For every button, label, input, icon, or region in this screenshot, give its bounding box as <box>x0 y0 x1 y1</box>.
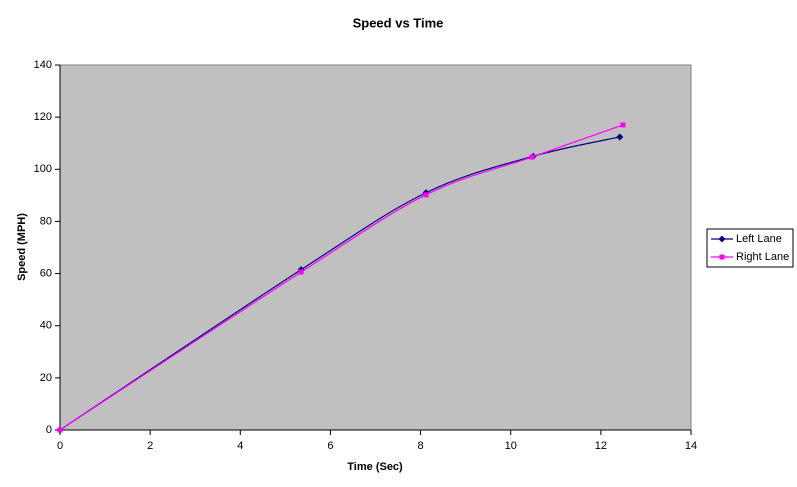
y-tick-label: 80 <box>40 215 52 227</box>
legend: Left Lane Right Lane <box>706 228 794 268</box>
y-tick-label: 120 <box>34 111 52 123</box>
data-point <box>298 269 304 275</box>
x-tick-label: 14 <box>685 440 697 452</box>
chart-title: Speed vs Time <box>353 15 444 30</box>
x-tick-label: 12 <box>595 440 607 452</box>
y-tick-label: 40 <box>40 320 52 332</box>
legend-label: Right Lane <box>736 251 789 263</box>
data-point <box>616 133 624 141</box>
data-point <box>529 154 535 160</box>
legend-marker <box>719 254 725 260</box>
x-tick-label: 10 <box>505 440 517 452</box>
plot-area <box>59 64 692 431</box>
legend-label: Left Lane <box>736 233 782 245</box>
x-tick-label: 8 <box>418 440 424 452</box>
y-tick-label: 20 <box>40 372 52 384</box>
data-point <box>423 192 429 198</box>
x-axis-title: Time (Sec) <box>347 461 403 473</box>
data-point <box>620 122 626 128</box>
data-point <box>57 427 63 433</box>
y-tick-label: 140 <box>34 59 52 71</box>
x-tick-label: 6 <box>327 440 333 452</box>
legend-marker <box>718 235 726 243</box>
legend-box <box>706 228 794 268</box>
y-tick-label: 0 <box>46 424 52 436</box>
x-tick-label: 2 <box>147 440 153 452</box>
y-tick-label: 60 <box>40 267 52 279</box>
y-tick-label: 100 <box>34 163 52 175</box>
series-line <box>59 124 624 431</box>
x-tick-label: 4 <box>237 440 243 452</box>
x-tick-label: 0 <box>57 440 63 452</box>
y-axis-title: Speed (MPH) <box>16 213 28 281</box>
